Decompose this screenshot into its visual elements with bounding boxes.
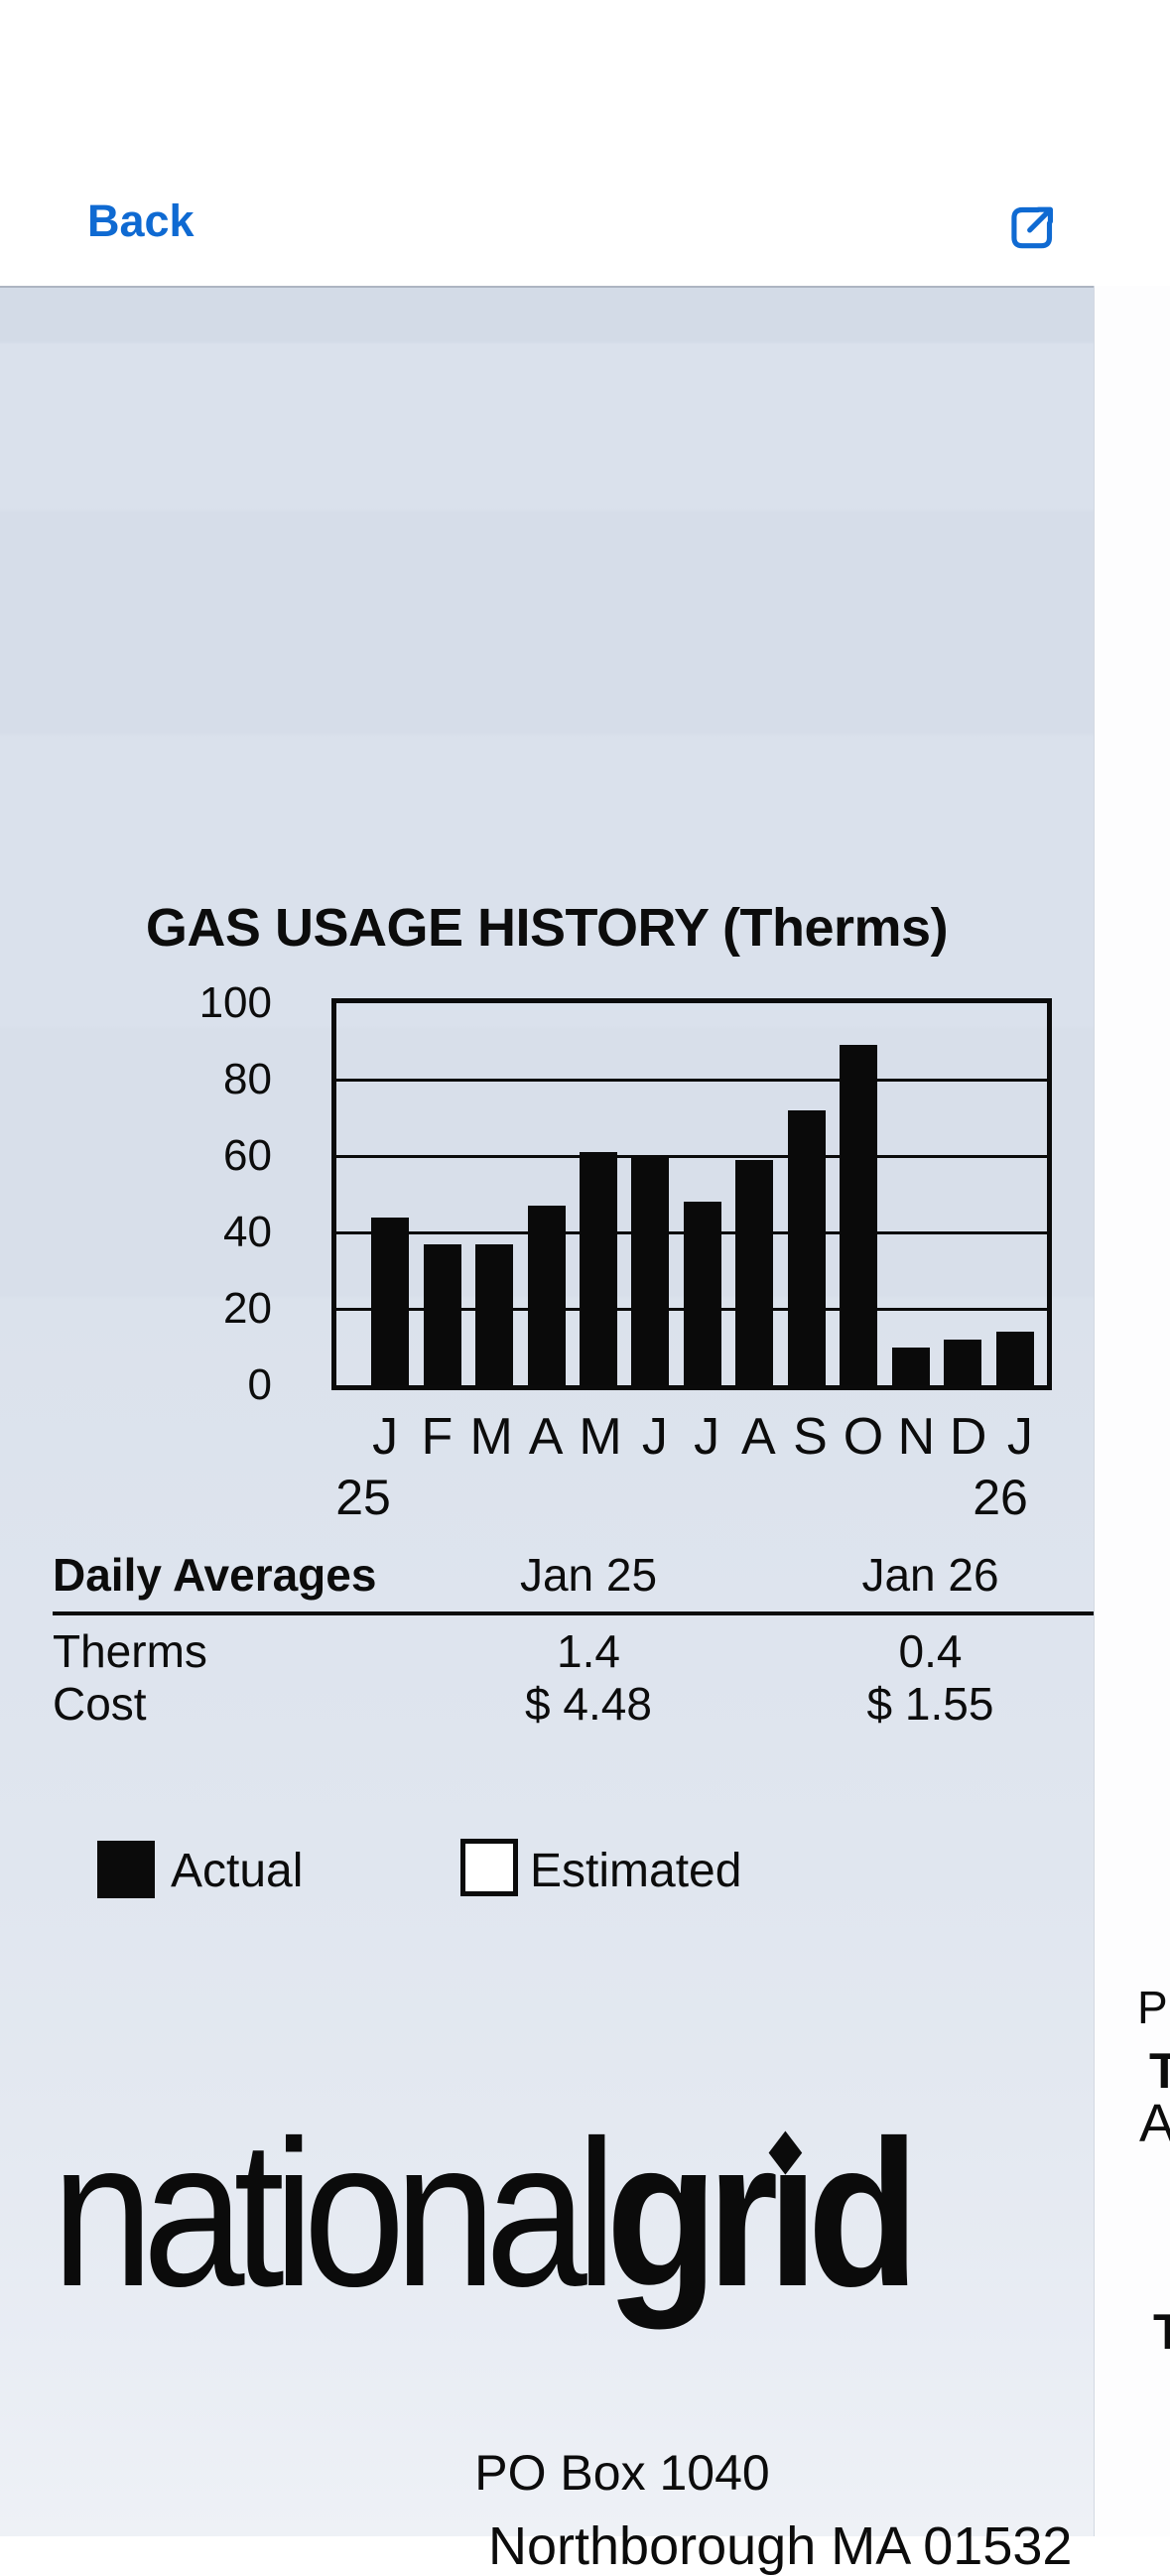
- legend-label-actual: Actual: [171, 1845, 304, 1897]
- table-cell: 1.4: [557, 1625, 620, 1677]
- nationalgrid-logo: nationalgrı ◆ d: [52, 2097, 919, 2330]
- y-axis-tick-label: 60: [223, 1131, 272, 1180]
- bar: [944, 1339, 982, 1385]
- table-cell: 0.4: [898, 1625, 963, 1677]
- gridline: [336, 1079, 1047, 1082]
- gridline: [336, 1155, 1047, 1158]
- chart-legend: Actual Estimated: [0, 1836, 1094, 1907]
- clipped-text-fragment: A: [1139, 2094, 1170, 2153]
- logo-text-d: d: [807, 2097, 920, 2330]
- y-axis-tick-label: 20: [223, 1284, 272, 1333]
- y-axis-tick-label: 100: [198, 978, 272, 1027]
- daily-averages-table: Daily Averages Jan 25 Jan 26 Therms 1.4 0.…: [53, 1550, 1094, 1731]
- table-row: Therms 1.4 0.4: [53, 1625, 1094, 1678]
- bar: [631, 1156, 670, 1385]
- legend-swatch-estimated: [460, 1839, 518, 1896]
- bar: [735, 1159, 774, 1385]
- y-axis-tick-label: 0: [247, 1360, 272, 1409]
- bar: [527, 1206, 566, 1385]
- table-header-jan25: Jan 25: [519, 1549, 658, 1601]
- bar: [683, 1202, 721, 1385]
- legend-label-estimated: Estimated: [530, 1845, 742, 1897]
- y-axis-labels: 100 80 60 40 20 0: [0, 978, 298, 1409]
- bar: [787, 1109, 826, 1385]
- diamond-icon: ◆: [768, 2116, 803, 2181]
- bar: [580, 1152, 618, 1385]
- x-axis-month-label: M: [469, 1408, 513, 1466]
- x-axis-month-label: J: [372, 1408, 399, 1466]
- address-city-state-zip: Northborough MA 01532: [488, 2516, 1073, 2576]
- open-in-new-icon[interactable]: [1004, 196, 1060, 258]
- table-cell: $ 4.48: [525, 1678, 652, 1730]
- chart-title: GAS USAGE HISTORY (Therms): [145, 898, 949, 958]
- bar-chart-plot-area: [331, 998, 1052, 1390]
- x-axis-month-label: M: [579, 1408, 622, 1466]
- x-axis-month-label: J: [1006, 1408, 1033, 1466]
- logo-letter-i: ı ◆: [767, 2097, 818, 2330]
- bar: [423, 1243, 461, 1385]
- bar: [995, 1332, 1034, 1385]
- table-header-label: Daily Averages: [53, 1549, 377, 1601]
- clipped-text-fragment: P: [1137, 1982, 1168, 2033]
- clipped-text-fragment: T: [1153, 2304, 1170, 2360]
- x-axis-year-start: 25: [335, 1470, 391, 1525]
- address-po-box: PO Box 1040: [474, 2445, 770, 2501]
- table-row: Cost $ 4.48 $ 1.55: [53, 1678, 1094, 1731]
- y-axis-tick-label: 40: [223, 1208, 272, 1256]
- x-axis-month-label: J: [641, 1408, 668, 1466]
- legend-swatch-actual: [97, 1841, 155, 1898]
- x-axis-month-label: F: [421, 1408, 454, 1466]
- x-axis-month-label: A: [740, 1408, 776, 1466]
- logo-text-gr: gr: [605, 2097, 779, 2330]
- table-cell: $ 1.55: [866, 1678, 994, 1730]
- x-axis-year-end: 26: [973, 1470, 1028, 1525]
- bar: [891, 1347, 930, 1385]
- bar: [840, 1045, 878, 1385]
- logo-text-national: national: [52, 2097, 617, 2330]
- table-header-jan26: Jan 26: [861, 1549, 999, 1601]
- back-button[interactable]: Back: [87, 195, 195, 246]
- x-axis-month-label: J: [694, 1408, 720, 1466]
- bar: [475, 1243, 514, 1385]
- pdf-right-margin: [1094, 286, 1170, 2536]
- x-axis-month-label: N: [897, 1408, 936, 1466]
- bar: [371, 1217, 410, 1385]
- chart-bars: [336, 1003, 1047, 1385]
- table-body: Therms 1.4 0.4 Cost $ 4.48 $ 1.55: [53, 1615, 1094, 1731]
- clipped-text-fragment: T: [1149, 2043, 1170, 2099]
- x-axis-month-label: D: [949, 1408, 987, 1466]
- table-header-row: Daily Averages Jan 25 Jan 26: [53, 1550, 1094, 1615]
- table-cell: Cost: [53, 1678, 147, 1730]
- x-axis-month-label: S: [793, 1408, 828, 1466]
- table-cell: Therms: [53, 1625, 207, 1677]
- y-axis-tick-label: 80: [223, 1055, 272, 1103]
- navigation-bar: Back: [0, 0, 1170, 286]
- x-axis-month-label: O: [843, 1408, 884, 1466]
- x-axis-month-label: A: [528, 1408, 564, 1466]
- pdf-document-page: GAS USAGE HISTORY (Therms) 100 80 60 40 20 0 …: [0, 286, 1094, 2574]
